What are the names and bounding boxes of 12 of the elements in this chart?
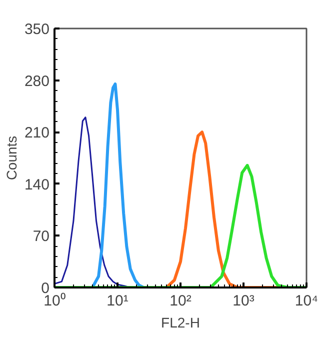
y-tick-label: 210: [24, 124, 50, 142]
x-tick-label: 10⁴: [294, 292, 318, 310]
x-tick-label: 10¹: [106, 292, 128, 310]
x-tick-label: 10³: [232, 292, 254, 310]
x-axis-title: FL2-H: [161, 314, 200, 330]
y-tick-label: 280: [24, 72, 50, 90]
y-tick-label: 350: [24, 21, 50, 38]
y-tick-label: 70: [32, 228, 50, 246]
y-axis-title: Counts: [3, 136, 20, 180]
x-tick-label: 10⁰: [44, 292, 66, 310]
y-tick-label: 140: [24, 176, 50, 194]
x-tick-label: 10²: [170, 292, 192, 310]
